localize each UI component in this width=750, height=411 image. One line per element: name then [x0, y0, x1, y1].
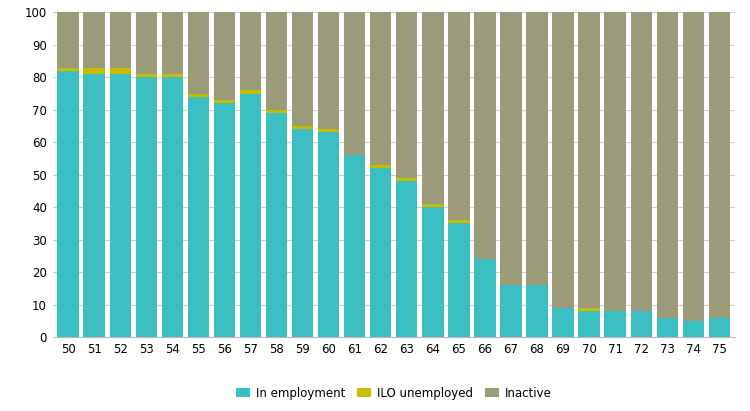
- Bar: [162, 12, 183, 74]
- Bar: [656, 318, 678, 337]
- Bar: [136, 12, 157, 74]
- Bar: [266, 113, 287, 337]
- Bar: [422, 12, 443, 204]
- Bar: [162, 77, 183, 337]
- Bar: [214, 12, 235, 100]
- Bar: [631, 12, 652, 311]
- Bar: [58, 67, 79, 71]
- Bar: [474, 12, 496, 259]
- Bar: [656, 12, 678, 318]
- Bar: [214, 103, 235, 337]
- Bar: [292, 12, 314, 126]
- Bar: [370, 165, 392, 168]
- Bar: [578, 12, 600, 308]
- Bar: [136, 77, 157, 337]
- Bar: [631, 311, 652, 337]
- Bar: [370, 12, 392, 165]
- Bar: [318, 129, 339, 132]
- Bar: [110, 12, 131, 67]
- Bar: [136, 74, 157, 77]
- Bar: [448, 220, 470, 224]
- Bar: [214, 100, 235, 103]
- Bar: [58, 71, 79, 337]
- Bar: [110, 67, 131, 74]
- Bar: [526, 285, 548, 337]
- Bar: [162, 74, 183, 77]
- Legend: In employment, ILO unemployed, Inactive: In employment, ILO unemployed, Inactive: [231, 382, 556, 404]
- Bar: [266, 110, 287, 113]
- Bar: [318, 12, 339, 129]
- Bar: [292, 126, 314, 129]
- Bar: [709, 318, 730, 337]
- Bar: [422, 204, 443, 207]
- Bar: [83, 67, 105, 74]
- Bar: [500, 285, 522, 337]
- Bar: [292, 129, 314, 337]
- Bar: [553, 308, 574, 337]
- Bar: [188, 12, 209, 93]
- Bar: [709, 12, 730, 318]
- Bar: [58, 12, 79, 67]
- Bar: [370, 168, 392, 337]
- Bar: [448, 12, 470, 220]
- Bar: [188, 94, 209, 97]
- Bar: [604, 12, 625, 311]
- Bar: [83, 74, 105, 337]
- Bar: [448, 224, 470, 337]
- Bar: [240, 90, 261, 93]
- Bar: [604, 311, 625, 337]
- Bar: [474, 259, 496, 337]
- Bar: [578, 311, 600, 337]
- Bar: [344, 155, 365, 337]
- Bar: [396, 178, 418, 181]
- Bar: [422, 207, 443, 337]
- Bar: [83, 12, 105, 67]
- Bar: [578, 308, 600, 311]
- Bar: [344, 12, 365, 155]
- Bar: [318, 132, 339, 337]
- Bar: [240, 93, 261, 337]
- Bar: [396, 181, 418, 337]
- Bar: [500, 12, 522, 285]
- Bar: [266, 12, 287, 110]
- Bar: [240, 12, 261, 90]
- Bar: [396, 12, 418, 178]
- Bar: [682, 321, 704, 337]
- Bar: [553, 12, 574, 308]
- Bar: [526, 12, 548, 285]
- Bar: [682, 12, 704, 321]
- Bar: [110, 74, 131, 337]
- Bar: [188, 97, 209, 337]
